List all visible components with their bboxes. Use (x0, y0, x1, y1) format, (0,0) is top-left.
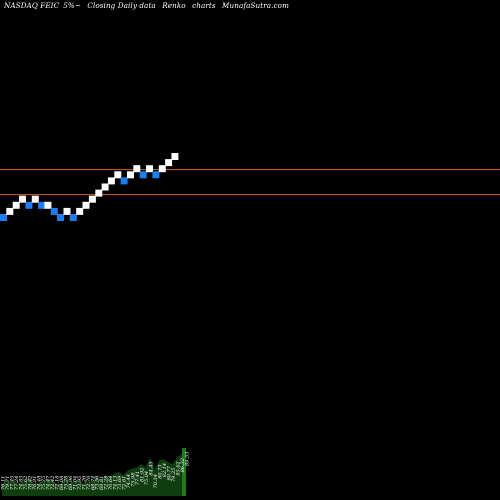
volume-label-16: 71.04 (72, 476, 78, 490)
header-chart-kind: Renko (162, 1, 186, 10)
volume-label-17: 73.95 (77, 476, 83, 490)
volume-label-1: 79.71 (5, 476, 11, 490)
volume-label-9: 75.75 (41, 476, 47, 490)
renko-brick-13 (82, 201, 90, 209)
volume-label-18: 71.26 (81, 475, 87, 490)
reference-lines (0, 169, 500, 196)
volume-area (2, 448, 186, 496)
volume-label-26: 73.69 (117, 475, 123, 490)
volume-label-0: 76.11 (1, 476, 7, 490)
volume-label-28: 74.44 (126, 474, 132, 488)
volume-label-23: 72.28 (104, 476, 110, 490)
volume-label-11: 72.42 (50, 476, 56, 490)
renko-brick-26 (165, 159, 173, 167)
renko-brick-16 (101, 183, 109, 191)
header-change: 5%~ (63, 1, 81, 10)
renko-brick-22 (139, 171, 147, 179)
volume-label-31: 81.92 (140, 468, 146, 482)
renko-brick-24 (152, 171, 160, 179)
renko-brick-2 (12, 201, 20, 209)
renko-brick-19 (120, 177, 128, 185)
chart-header: NASDAQ FEIC 5%~ Closing Daily data Renko … (4, 1, 496, 13)
volume-label-30: 77.41 (135, 471, 141, 485)
volume-label-38: 79.25 (171, 468, 177, 482)
volume-label-20: 68.74 (90, 476, 96, 490)
volume-label-29: 75.98 (131, 472, 137, 486)
renko-brick-18 (114, 171, 122, 179)
header-desc: Closing Daily data (87, 1, 156, 10)
renko-brick-9 (57, 214, 65, 221)
renko-brick-11 (69, 214, 77, 221)
renko-brick-6 (38, 201, 46, 209)
renko-brick-8 (50, 207, 58, 215)
volume-label-32: 75.04 (144, 471, 150, 485)
volume-label-36: 82.14 (162, 463, 168, 477)
renko-brick-21 (133, 165, 141, 173)
renko-brick-14 (88, 195, 96, 203)
renko-brick-1 (6, 207, 14, 215)
renko-brick-15 (95, 189, 103, 197)
renko-brick-5 (31, 195, 39, 203)
renko-brick-0 (0, 214, 7, 221)
header-symbol: NASDAQ FEIC (4, 1, 60, 10)
volume-label-3: 77.24 (14, 476, 20, 490)
header-site: MunafaSutra.com (222, 1, 290, 10)
volume-label-8: 74.48 (36, 476, 42, 490)
volume-label-39: 85.62 (176, 461, 182, 475)
volume-label-37: 80.77 (167, 465, 173, 480)
renko-brick-25 (158, 165, 166, 173)
renko-brick-4 (25, 201, 33, 209)
renko-brick-7 (44, 201, 52, 209)
renko-brick-12 (76, 207, 84, 215)
volume-label-10: 74.47 (45, 475, 51, 490)
volume-label-6: 78.42 (27, 476, 33, 490)
volume-label-40: 86.32 (180, 458, 186, 472)
volume-label-41: 89.53 (185, 452, 191, 466)
volume-label-2: 77.45 (10, 476, 16, 490)
renko-brick-23 (146, 165, 153, 173)
volume-label-35: 80.73 (158, 464, 164, 478)
header-suffix: charts (192, 1, 216, 10)
renko-brick-3 (19, 195, 26, 203)
volume-labels: 76.1179.7177.4577.2474.8375.6278.4276.91… (1, 452, 191, 490)
volume-label-19: 72.76 (86, 475, 92, 490)
renko-brick-17 (107, 177, 115, 185)
volume-label-34: 70.34 (153, 474, 159, 488)
renko-brick-20 (127, 171, 134, 179)
volume-label-12: 72.18 (54, 476, 60, 490)
volume-label-24: 70.64 (108, 476, 114, 490)
volume-label-33: 84.45 (149, 461, 155, 475)
renko-brick-10 (63, 207, 71, 215)
volume-label-15: 69.96 (68, 475, 74, 490)
volume-label-7: 76.91 (32, 476, 38, 490)
volume-label-25: 74.13 (113, 476, 119, 490)
volume-last-bar (182, 448, 186, 496)
volume-label-27: 72.61 (122, 476, 128, 490)
renko-bricks (0, 153, 179, 221)
volume-fill (2, 448, 186, 496)
volume-label-14: 75.28 (63, 476, 69, 490)
volume-label-22: 69.81 (99, 476, 105, 490)
volume-label-21: 73.56 (95, 475, 101, 490)
renko-brick-27 (171, 153, 179, 160)
volume-label-5: 75.62 (23, 476, 29, 490)
volume-label-4: 74.83 (19, 476, 25, 490)
volume-label-13: 69.08 (59, 476, 65, 490)
